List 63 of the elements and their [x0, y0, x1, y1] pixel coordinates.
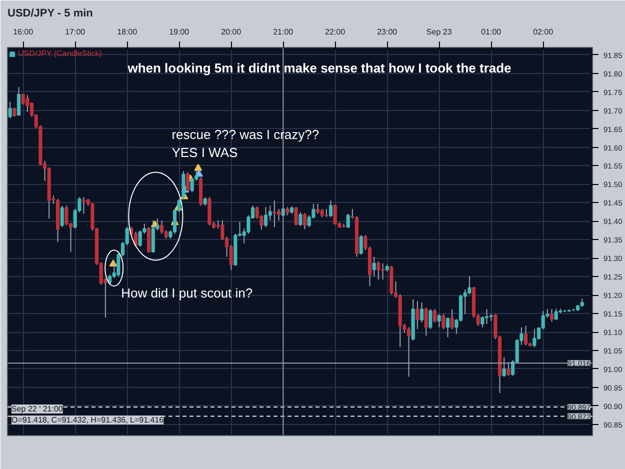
candlestick [428, 308, 432, 330]
candlestick [432, 308, 437, 323]
x-tick-label: 17:00 [65, 28, 86, 36]
candlestick [186, 172, 190, 193]
candlestick [380, 262, 385, 280]
candlestick [190, 177, 194, 193]
candlestick [16, 86, 21, 116]
candlestick [298, 211, 302, 226]
annotation: O=91.418, C=91.432, H=91.436, L=91.416 [12, 416, 164, 424]
candlestick [359, 234, 363, 255]
x-tick-label: 16:00 [13, 28, 34, 36]
candlestick [450, 308, 454, 330]
candlestick [480, 316, 484, 328]
x-tick-label: 21:00 [273, 28, 294, 36]
x-tick-label: 19:00 [169, 28, 190, 36]
x-tick-label: 20:00 [221, 28, 242, 36]
x-tick-label: 02:00 [533, 28, 554, 36]
candlestick [424, 307, 428, 336]
candlestick [151, 220, 155, 254]
x-tick-label: Sep 23 [426, 28, 452, 36]
candlestick [550, 308, 554, 322]
candlestick [554, 308, 558, 320]
x-tick-label: 23:00 [377, 28, 398, 36]
candlestick [376, 260, 380, 280]
candlestick [316, 203, 320, 214]
candlestick [146, 226, 151, 254]
candlestick [8, 101, 12, 119]
candlestick [294, 206, 298, 226]
candlestick [302, 212, 307, 230]
candlestick [21, 93, 25, 105]
annotation: How did I put scout in? [121, 286, 253, 301]
candlestick [64, 205, 68, 226]
candlestick [420, 302, 424, 323]
candlestick [276, 208, 281, 221]
candlestick [328, 200, 333, 218]
candlestick [182, 170, 186, 200]
candlestick [82, 196, 86, 214]
candlestick [437, 314, 441, 328]
candlestick [468, 276, 472, 295]
x-tick-label: 18:00 [117, 28, 138, 36]
candlestick [524, 325, 528, 346]
candlestick [442, 314, 446, 330]
x-tick-label: 22:00 [325, 28, 346, 36]
text: when looking 5m it didnt make sense that how I took the trade [126, 60, 512, 76]
candlestick [372, 256, 376, 277]
candlestick [272, 200, 276, 228]
candlestick [532, 328, 536, 348]
candlestick [60, 205, 64, 228]
candlestick [264, 206, 268, 228]
candlestick [160, 220, 164, 234]
annotation: Sep 22 ' 21:00 [12, 404, 64, 414]
candlestick [416, 300, 420, 330]
x-tick-label: 01:00 [481, 28, 502, 36]
candlestick [346, 213, 350, 228]
chart-title: USD/JPY - 5 min [8, 8, 94, 20]
legend-label: USD/JPY (CandleStick) [18, 49, 102, 58]
candlestick [350, 208, 354, 220]
candlestick [138, 230, 142, 248]
candlestick [26, 94, 30, 112]
candlestick [333, 204, 337, 225]
candlestick [446, 317, 450, 338]
candlestick [484, 308, 489, 324]
annotation: rescue ??? was I crazy?? YES I WAS [172, 127, 320, 160]
